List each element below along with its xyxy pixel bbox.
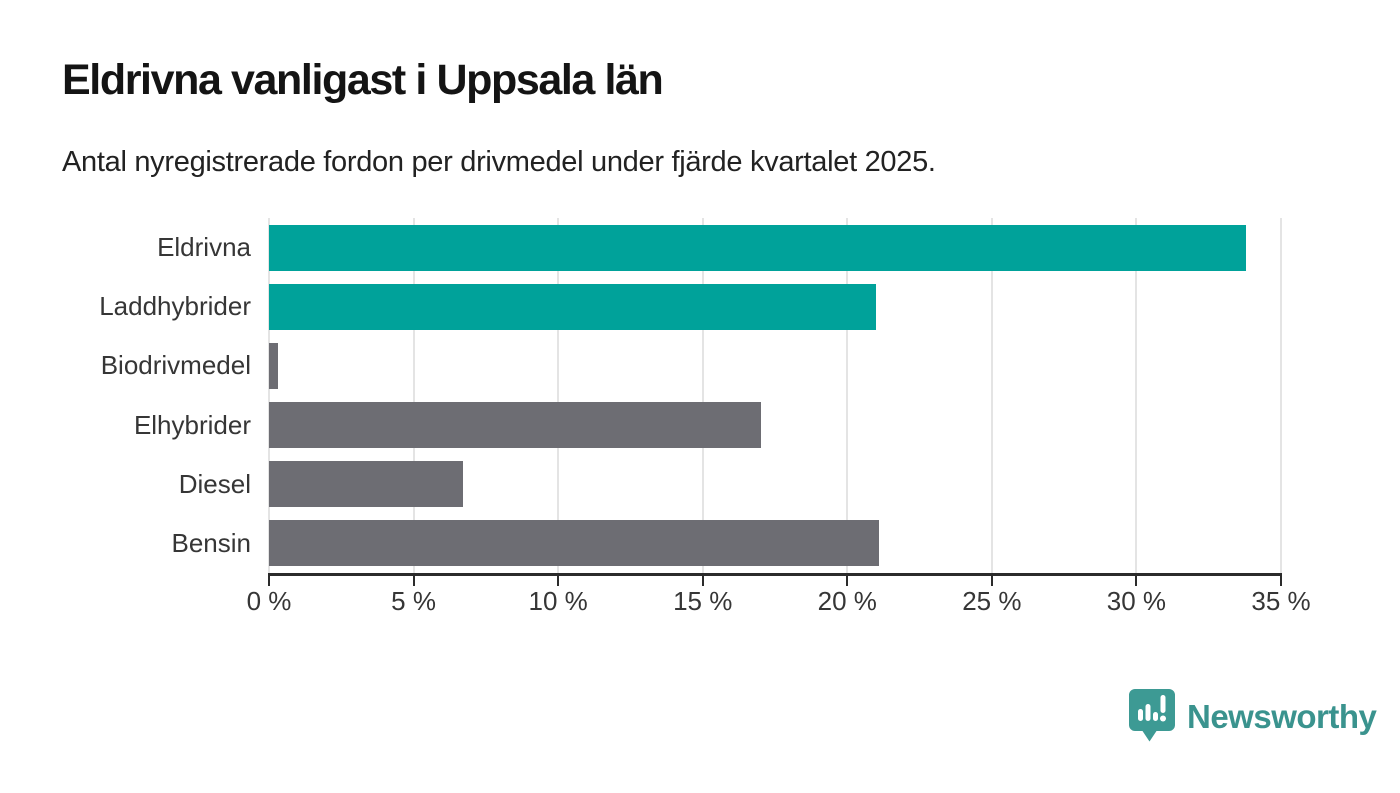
x-axis-tick-labels: 0 % 5 % 10 % 15 % 20 % 25 % 30 % 35 % xyxy=(247,586,1311,620)
gridline xyxy=(412,218,415,573)
bar-row xyxy=(269,277,1281,336)
bar-row xyxy=(269,218,1281,277)
x-axis-tick xyxy=(701,573,704,586)
gridline xyxy=(701,218,704,573)
x-tick-label: 20 % xyxy=(817,586,877,616)
x-tick-label: 25 % xyxy=(962,586,1022,616)
category-label: Eldrivna xyxy=(157,232,251,263)
category-labels: Eldrivna Laddhybrider Biodrivmedel Elhybrid… xyxy=(0,218,251,573)
bar-bensin xyxy=(269,520,880,567)
bar-row xyxy=(269,396,1281,455)
gridline xyxy=(1135,218,1138,573)
bar-chart-speech-bubble-icon xyxy=(1129,689,1175,742)
x-axis-tick xyxy=(1280,573,1282,586)
bar-eldrivna xyxy=(269,224,1247,271)
bar-row xyxy=(269,336,1281,395)
newsworthy-logo: Newsworthy xyxy=(1128,688,1377,746)
category-label: Biodrivmedel xyxy=(100,350,251,381)
chart-title: Eldrivna vanligast i Uppsala län xyxy=(62,56,664,104)
gridline xyxy=(846,218,849,573)
gridline xyxy=(990,218,993,573)
x-axis-tick xyxy=(268,573,270,586)
category-label: Laddhybrider xyxy=(99,291,251,322)
gridline xyxy=(268,218,270,573)
bar-diesel xyxy=(269,461,463,508)
bar-chart: Eldrivna Laddhybrider Biodrivmedel Elhybrid… xyxy=(0,218,1311,620)
x-axis-tick xyxy=(557,573,560,586)
x-axis-tick xyxy=(1135,573,1138,586)
gridline xyxy=(1280,218,1282,573)
x-tick-label: 5 % xyxy=(391,586,436,616)
x-axis-tick xyxy=(990,573,993,586)
category-label: Elhybrider xyxy=(133,409,251,440)
x-tick-label: 35 % xyxy=(1251,586,1311,616)
x-tick-label: 10 % xyxy=(528,586,588,616)
bar-elhybrider xyxy=(269,402,761,449)
x-tick-label: 15 % xyxy=(673,586,733,616)
plot-area xyxy=(268,218,1282,586)
bar-laddhybrider xyxy=(269,283,877,330)
category-label: Diesel xyxy=(178,468,251,499)
x-axis-tick xyxy=(846,573,849,586)
newsworthy-logo-text: Newsworthy xyxy=(1187,698,1377,735)
x-axis-line xyxy=(268,573,1282,576)
x-tick-label: 0 % xyxy=(246,586,292,616)
bar-row xyxy=(269,514,1281,573)
gridline xyxy=(557,218,560,573)
chart-subtitle: Antal nyregistrerade fordon per drivmede… xyxy=(62,146,936,178)
x-axis-tick xyxy=(412,573,415,586)
x-tick-label: 30 % xyxy=(1106,586,1167,616)
category-label: Bensin xyxy=(171,527,252,558)
bar-biodrivmedel xyxy=(269,342,278,389)
bar-row xyxy=(269,455,1281,514)
